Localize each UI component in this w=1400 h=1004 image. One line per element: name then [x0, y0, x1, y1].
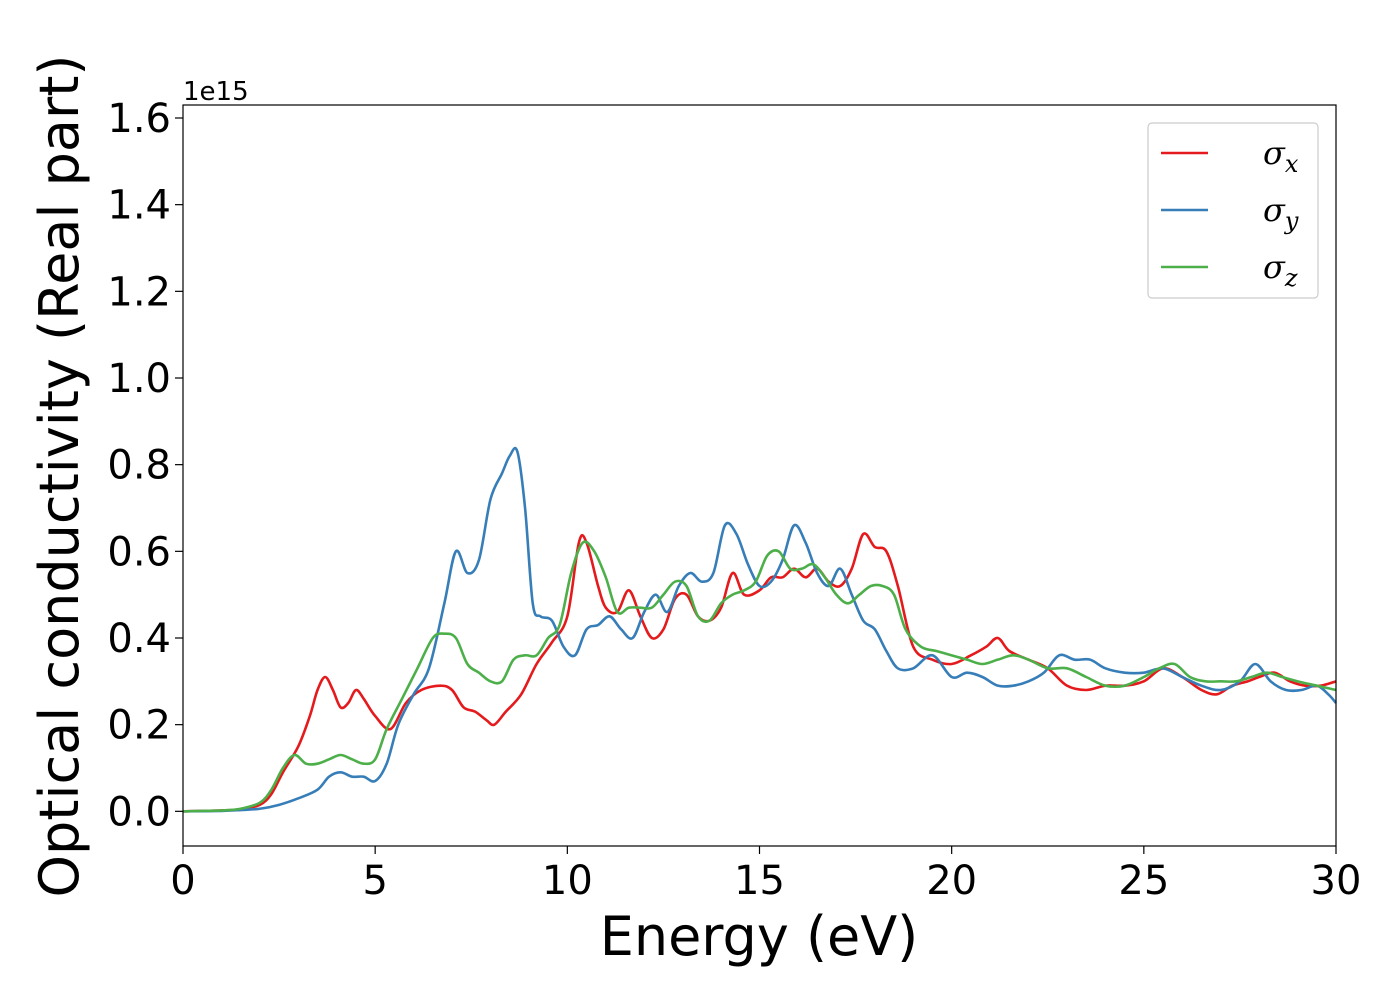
- series-layer: [182, 446, 1337, 813]
- x-tick-label: 20: [926, 858, 977, 904]
- legend-label-z: σz: [1263, 248, 1298, 292]
- y-tick-label: 1.2: [107, 269, 171, 315]
- y-tick-label: 0.4: [107, 616, 171, 662]
- y-axis-title: Optical conductivity (Real part): [28, 55, 91, 898]
- y-tick-label: 0.6: [107, 529, 171, 575]
- x-tick-label: 25: [1118, 858, 1169, 904]
- y-offset-label: 1e15: [183, 77, 249, 107]
- y-tick-label: 0.0: [107, 789, 171, 835]
- y-tick-label: 0.2: [107, 703, 171, 749]
- x-tick-label: 0: [170, 858, 195, 904]
- x-tick-label: 10: [542, 858, 593, 904]
- y-tick-label: 1.4: [107, 183, 171, 229]
- series-line-z: [182, 540, 1337, 813]
- x-axis-title: Energy (eV): [600, 905, 919, 968]
- legend-label-y: σy: [1263, 191, 1299, 235]
- y-tick-label: 1.0: [107, 356, 171, 402]
- x-tick-label: 15: [734, 858, 785, 904]
- legend-label-x: σx: [1263, 134, 1299, 178]
- y-axis: 0.0 0.2 0.4 0.6 0.8 1.0 1.2 1.4 1.6: [107, 96, 183, 835]
- x-tick-label: 5: [362, 858, 387, 904]
- series-line-y: [182, 446, 1337, 813]
- y-tick-label: 0.8: [107, 443, 171, 489]
- legend: σx σy σz: [1147, 122, 1319, 299]
- y-tick-label: 1.6: [107, 96, 171, 142]
- x-axis: 0 5 10 15 20 25 30: [170, 846, 1361, 904]
- x-tick-label: 30: [1311, 858, 1362, 904]
- legend-frame: [1147, 122, 1319, 299]
